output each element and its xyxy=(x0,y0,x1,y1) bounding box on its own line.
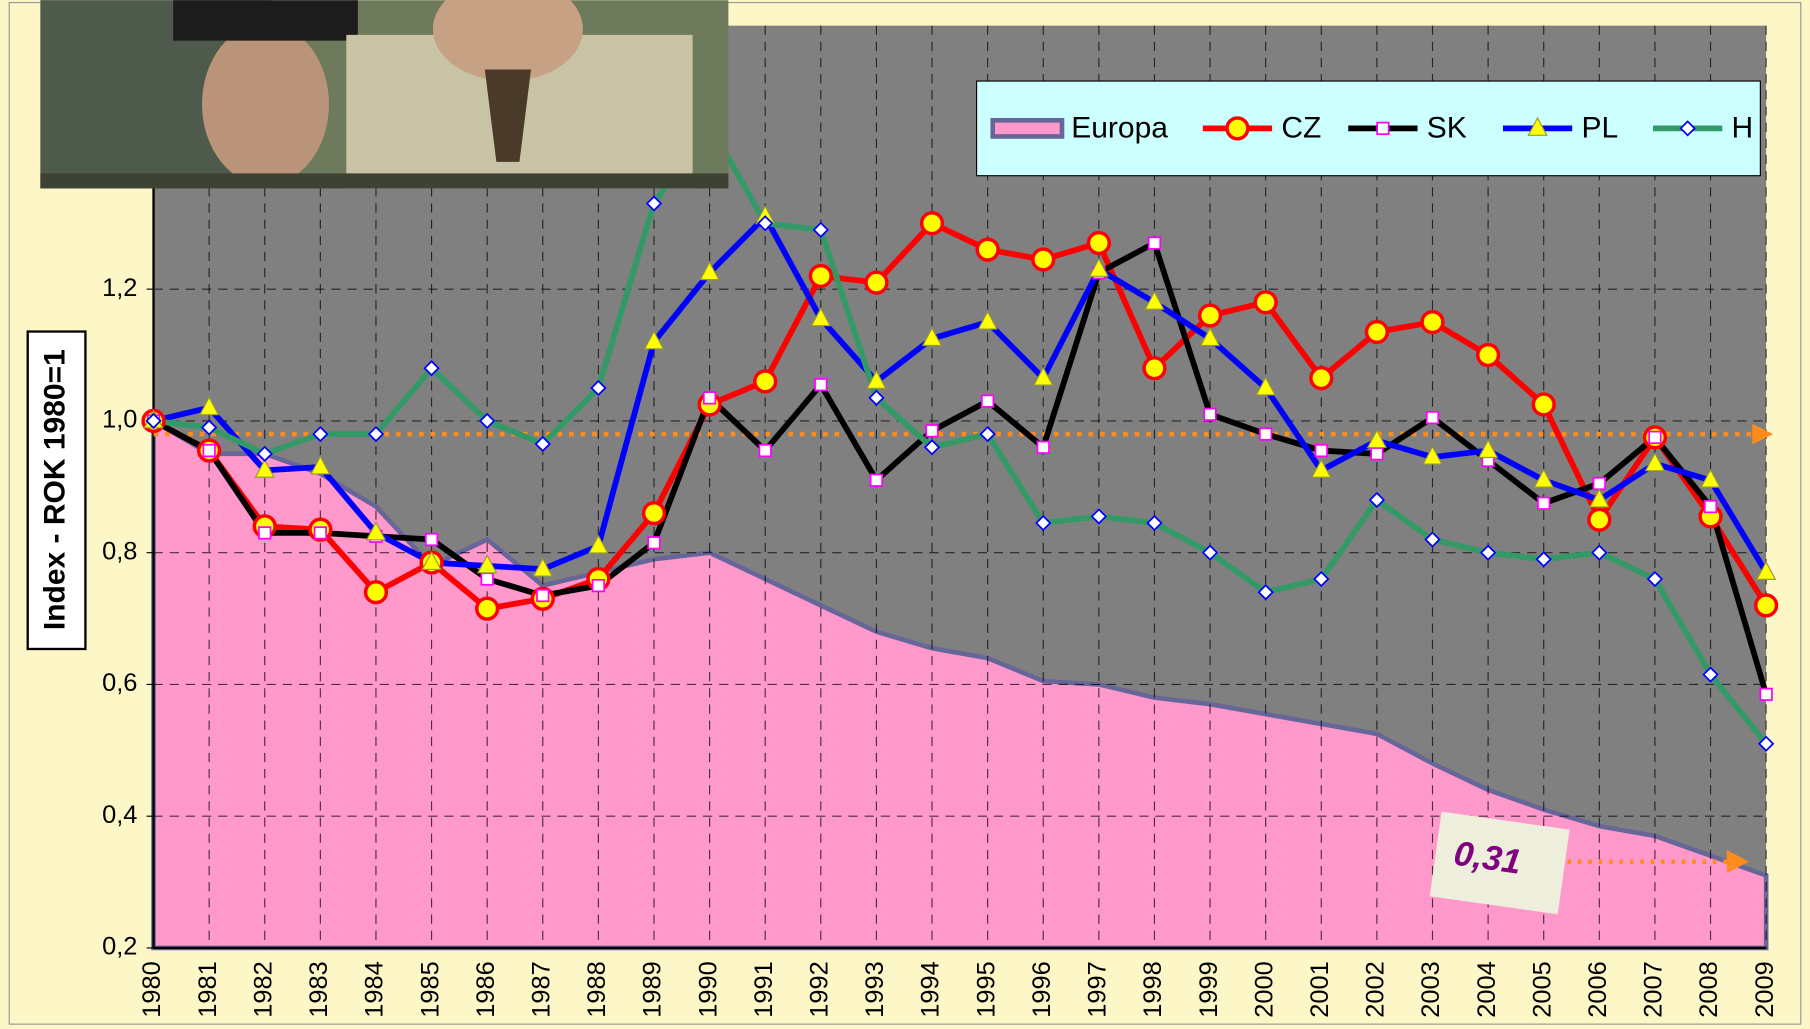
x-tick-label: 1997 xyxy=(1084,961,1112,1017)
x-tick-label: 1989 xyxy=(639,961,667,1017)
x-tick-label: 1998 xyxy=(1139,961,1167,1017)
marker xyxy=(1371,448,1383,460)
marker xyxy=(1144,358,1165,379)
x-tick-label: 1983 xyxy=(305,961,333,1017)
x-tick-label: 1993 xyxy=(861,961,889,1017)
marker xyxy=(593,580,605,592)
marker xyxy=(1422,312,1443,333)
marker xyxy=(1149,237,1161,249)
marker xyxy=(1316,445,1328,457)
y-axis-label: Index - ROK 1980=1 xyxy=(38,349,71,630)
legend-label: CZ xyxy=(1281,111,1321,144)
marker xyxy=(315,527,327,539)
x-tick-label: 1984 xyxy=(361,961,389,1017)
marker xyxy=(426,534,438,546)
y-tick-label: 0,8 xyxy=(102,537,137,565)
marker xyxy=(259,527,271,539)
legend-label: SK xyxy=(1427,111,1467,144)
y-tick-label: 0,2 xyxy=(102,933,137,961)
marker xyxy=(1756,595,1777,616)
marker xyxy=(1649,432,1661,444)
y-tick-label: 1,2 xyxy=(102,274,137,302)
marker xyxy=(1260,428,1272,440)
marker xyxy=(1705,501,1717,513)
marker xyxy=(1033,249,1054,270)
marker xyxy=(810,266,831,287)
legend-label: H xyxy=(1732,111,1754,144)
x-tick-label: 2008 xyxy=(1695,961,1723,1017)
x-tick-label: 1999 xyxy=(1195,961,1223,1017)
photo xyxy=(40,0,728,188)
annotation: 0,31 xyxy=(1430,812,1570,915)
marker xyxy=(1227,118,1248,139)
marker xyxy=(1255,292,1276,313)
x-tick-label: 2002 xyxy=(1362,961,1390,1017)
x-tick-label: 1991 xyxy=(750,961,778,1017)
legend-swatch xyxy=(993,120,1062,136)
y-tick-label: 1,0 xyxy=(102,406,137,434)
marker xyxy=(481,573,493,585)
marker xyxy=(366,582,387,603)
marker xyxy=(1538,497,1550,509)
x-tick-label: 1982 xyxy=(249,961,277,1017)
chart: 0,2 0,4 0,6 0,8 1,0 1,2 1980 1981 1982 1983 1984 19… xyxy=(0,0,1810,1029)
marker xyxy=(648,537,660,549)
marker xyxy=(755,371,776,392)
marker xyxy=(537,590,549,602)
marker xyxy=(926,425,938,437)
x-tick-label: 1994 xyxy=(917,961,945,1017)
marker xyxy=(866,272,887,293)
x-tick-label: 1996 xyxy=(1028,961,1056,1017)
marker xyxy=(1533,394,1554,415)
marker xyxy=(1088,233,1109,254)
marker xyxy=(1427,412,1439,424)
page: {"chart_data": { "type": "line", "y_labe… xyxy=(0,0,1810,1029)
x-tick-label: 2007 xyxy=(1640,961,1668,1017)
marker xyxy=(644,503,665,524)
marker xyxy=(1760,689,1772,701)
marker xyxy=(1366,322,1387,343)
marker xyxy=(704,392,716,404)
x-tick-label: 1986 xyxy=(472,961,500,1017)
x-tick-label: 1987 xyxy=(527,961,555,1017)
x-tick-label: 2000 xyxy=(1250,961,1278,1017)
marker xyxy=(1594,478,1606,490)
y-tick-label: 0,6 xyxy=(102,669,137,697)
marker xyxy=(815,379,827,391)
marker xyxy=(1478,345,1499,366)
x-tick-label: 1985 xyxy=(416,961,444,1017)
x-tick-label: 2009 xyxy=(1751,961,1779,1017)
x-tick-label: 2001 xyxy=(1306,961,1334,1017)
marker xyxy=(1200,305,1221,326)
x-tick-label: 2003 xyxy=(1417,961,1445,1017)
marker xyxy=(759,445,771,457)
marker xyxy=(871,474,883,486)
y-tick-label: 0,4 xyxy=(102,801,137,829)
x-tick-label: 1988 xyxy=(583,961,611,1017)
x-tick-label: 1995 xyxy=(972,961,1000,1017)
x-tick-label: 1981 xyxy=(194,961,222,1017)
marker xyxy=(1589,509,1610,530)
marker xyxy=(1311,368,1332,389)
marker xyxy=(1204,409,1216,421)
legend-label: PL xyxy=(1581,111,1618,144)
marker xyxy=(982,395,994,407)
marker xyxy=(203,445,215,457)
x-tick-label: 2005 xyxy=(1528,961,1556,1017)
marker xyxy=(477,598,498,619)
marker xyxy=(977,239,998,260)
legend-label: Europa xyxy=(1071,111,1168,144)
marker xyxy=(1377,123,1389,135)
marker xyxy=(1037,441,1049,453)
marker xyxy=(922,213,943,234)
x-tick-label: 1980 xyxy=(138,961,166,1017)
x-tick-label: 2004 xyxy=(1473,961,1501,1017)
x-tick-label: 2006 xyxy=(1584,961,1612,1017)
x-tick-label: 1992 xyxy=(806,961,834,1017)
x-tick-label: 1990 xyxy=(694,961,722,1017)
